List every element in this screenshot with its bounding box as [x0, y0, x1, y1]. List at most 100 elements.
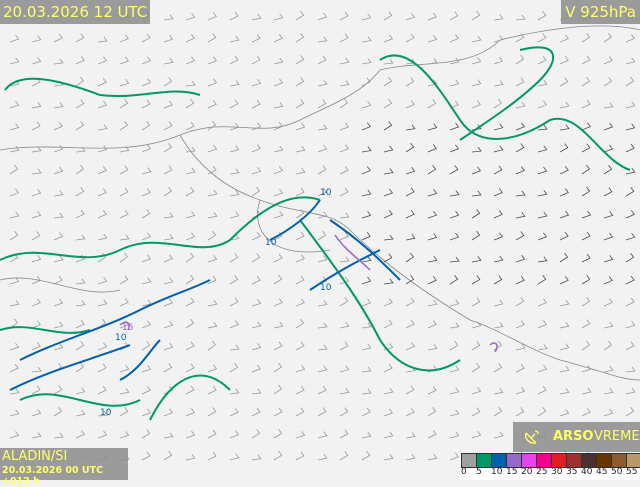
wind-barb — [9, 100, 20, 109]
wind-barb — [207, 275, 217, 285]
wind-barb — [207, 451, 217, 461]
wind-barb — [119, 56, 130, 65]
wind-barb — [449, 341, 459, 351]
wind-barb — [229, 99, 239, 109]
wind-barb — [317, 453, 328, 461]
wind-barb — [141, 365, 152, 373]
wind-barb — [75, 319, 85, 329]
wind-barb — [515, 143, 525, 153]
wind-barb — [295, 385, 305, 395]
wind-barb — [449, 79, 460, 87]
wind-barb — [207, 120, 217, 131]
wind-barb — [295, 77, 305, 87]
wind-barb — [9, 145, 20, 153]
wind-barb — [31, 298, 42, 307]
wind-barb — [31, 432, 42, 439]
wind-barb — [75, 341, 85, 351]
wind-barb — [625, 187, 635, 197]
wind-barb — [53, 432, 64, 439]
legend-swatch — [506, 453, 522, 468]
wind-barb — [427, 164, 437, 175]
wind-barb — [207, 385, 217, 395]
wind-barb — [163, 100, 174, 109]
wind-barb — [339, 187, 349, 197]
wind-barb — [119, 187, 129, 197]
wind-barb — [273, 78, 284, 87]
isotach-10 — [9, 199, 401, 391]
wind-barb — [251, 364, 262, 373]
wind-barb — [625, 57, 636, 65]
wind-barb — [185, 13, 196, 21]
wind-barb — [581, 210, 592, 219]
wind-barb — [449, 387, 460, 395]
wind-barb — [295, 10, 305, 21]
wind-barb — [207, 56, 218, 65]
wind-barb — [53, 190, 64, 197]
wind-barb — [339, 144, 350, 153]
wind-barb — [471, 362, 481, 373]
wind-barb — [515, 33, 525, 43]
wind-barb — [625, 366, 636, 373]
contour-label: 15 — [122, 323, 133, 333]
wind-barb — [339, 451, 349, 461]
wind-barb — [97, 78, 107, 87]
wind-barb — [53, 232, 63, 241]
wind-barb — [383, 234, 394, 241]
wind-barb — [185, 341, 195, 351]
wind-barb — [537, 256, 548, 263]
wind-barb — [75, 300, 86, 307]
wind-barb — [405, 407, 415, 417]
wind-barb — [185, 363, 195, 373]
wind-barb — [559, 252, 569, 263]
model-info: ALADIN/SI 20.03.2026 00 UTC +012 h — [0, 448, 128, 487]
wind-barb — [273, 34, 283, 43]
wind-barb — [317, 255, 328, 263]
wind-barb — [493, 255, 504, 263]
contour-label: 10 — [320, 188, 332, 198]
wind-barb — [53, 33, 63, 43]
wind-barb — [537, 275, 547, 285]
wind-barb — [559, 165, 569, 175]
wind-barb — [97, 233, 108, 241]
wind-barb — [273, 298, 283, 307]
wind-barb — [53, 298, 64, 307]
wind-barb — [361, 343, 372, 351]
wind-barb — [405, 385, 415, 395]
wind-barb — [339, 33, 349, 43]
wind-barb — [75, 278, 86, 285]
wind-barb — [119, 79, 130, 87]
wind-barb — [273, 13, 284, 21]
parameter-label: V 925hPa — [561, 0, 640, 24]
wind-barb — [361, 388, 372, 395]
wind-barb — [405, 142, 415, 153]
wind-barb — [515, 407, 525, 417]
valid-time-label: 20.03.2026 12 UTC — [0, 0, 151, 24]
wind-barb — [493, 431, 504, 439]
wind-barb — [537, 166, 548, 175]
wind-barb — [119, 275, 129, 285]
wind-barb — [31, 57, 42, 65]
wind-barb — [9, 188, 20, 197]
legend-swatch — [611, 453, 627, 468]
wind-barb — [75, 99, 85, 109]
wind-barb — [31, 320, 42, 329]
wind-barb — [361, 431, 372, 439]
wind-barb — [119, 165, 129, 175]
wind-barb — [581, 122, 591, 131]
wind-barb — [383, 188, 394, 197]
model-name: ALADIN/SI — [2, 449, 68, 464]
wind-barb — [427, 233, 438, 241]
wind-barb — [427, 79, 438, 87]
legend-tick: 40 — [581, 467, 593, 477]
wind-barb — [141, 33, 151, 43]
legend-tick: 55 — [626, 467, 638, 477]
wind-barb — [97, 430, 108, 439]
wind-barb — [537, 189, 548, 197]
wind-barb — [339, 80, 350, 87]
wind-barb — [471, 386, 482, 395]
model-run: 20.03.2026 00 UTC +012 h — [2, 465, 104, 487]
wind-barb — [537, 33, 547, 43]
wind-barb — [625, 387, 636, 395]
wind-barb — [427, 58, 438, 65]
wind-barb — [185, 56, 196, 65]
